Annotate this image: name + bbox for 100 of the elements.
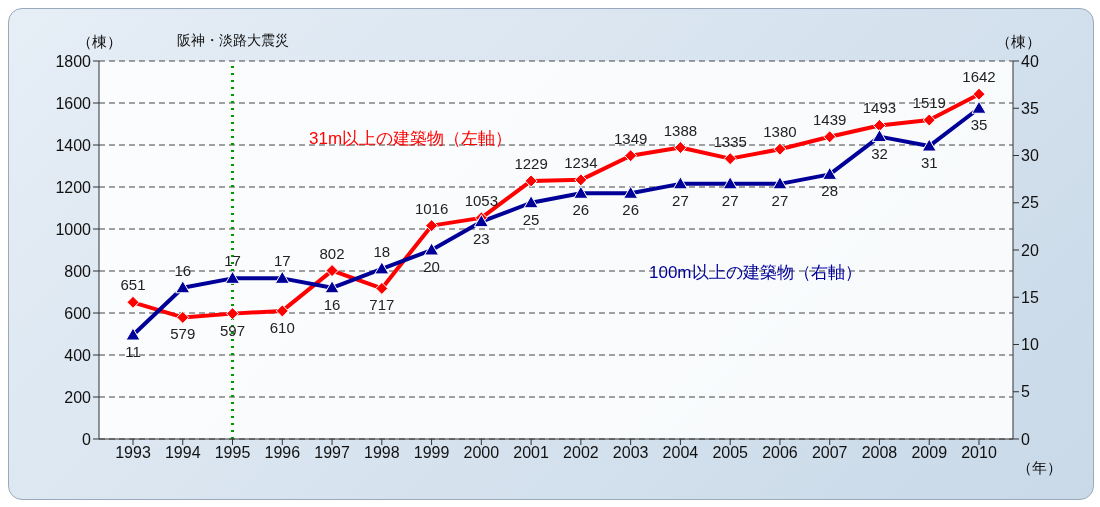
y2-tick-label: 40 — [1021, 52, 1039, 70]
data-label: 25 — [522, 210, 540, 228]
point — [176, 310, 190, 324]
x-tick-label: 2000 — [463, 444, 500, 462]
y2-tick-label: 0 — [1021, 430, 1030, 448]
data-label: 1053 — [464, 191, 499, 209]
y-tick-label: 1600 — [55, 94, 92, 112]
x-tick-label: 1996 — [264, 444, 301, 462]
data-label: 1349 — [613, 129, 648, 147]
y2-axis-title: （棟） — [995, 33, 1041, 50]
point — [822, 166, 838, 180]
text: 100m以上の建築物（右軸） — [649, 262, 862, 284]
point — [871, 129, 887, 143]
y-axis-title: （棟） — [76, 33, 122, 50]
data-label: 17 — [224, 252, 241, 270]
point — [971, 100, 987, 114]
point — [375, 281, 389, 295]
x-axis-title: （年） — [1017, 459, 1062, 477]
data-label: 27 — [721, 191, 739, 209]
x-tick-label: 1993 — [115, 444, 151, 462]
x-tick-label: 2008 — [861, 444, 898, 462]
point — [624, 149, 638, 163]
point — [772, 176, 788, 190]
y2-tick-label: 25 — [1021, 194, 1039, 212]
data-label: 26 — [622, 201, 639, 219]
point — [722, 176, 738, 190]
data-label: 28 — [821, 182, 839, 200]
data-label: 1335 — [713, 132, 747, 150]
data-label: 1493 — [862, 99, 897, 117]
point — [125, 327, 141, 341]
point — [972, 87, 986, 101]
data-label: 35 — [970, 116, 988, 134]
data-label: 651 — [120, 276, 146, 294]
x-tick-label: 2005 — [712, 444, 749, 462]
point — [325, 264, 339, 278]
data-label: 20 — [423, 258, 440, 275]
y2-tick-label: 10 — [1021, 336, 1039, 354]
point — [126, 295, 140, 309]
x-tick-label: 2001 — [513, 444, 550, 462]
data-label: 1380 — [763, 123, 797, 141]
data-label: 31 — [920, 154, 938, 172]
data-label: 16 — [174, 261, 192, 279]
data-label: 1016 — [414, 199, 449, 217]
data-label: 16 — [323, 295, 341, 313]
point — [275, 304, 289, 318]
data-label: 802 — [319, 244, 345, 262]
data-label: 32 — [871, 144, 888, 162]
x-tick-label: 1998 — [364, 444, 400, 462]
y-tick-label: 1400 — [55, 136, 92, 154]
data-label: 1388 — [663, 121, 698, 139]
y-tick-label: 400 — [64, 346, 92, 364]
x-tick-label: 2004 — [662, 444, 699, 462]
y-tick-label: 800 — [64, 262, 92, 280]
data-label: 579 — [170, 325, 196, 343]
x-tick-label: 2010 — [961, 444, 997, 462]
point — [324, 280, 340, 294]
ref-line-label: 阪神・淡路大震災 — [176, 32, 289, 48]
x-tick-label: 1999 — [413, 444, 450, 462]
data-label: 1642 — [962, 68, 996, 86]
x-tick-label: 2003 — [612, 444, 649, 462]
point — [673, 141, 687, 155]
y-tick-label: 1000 — [55, 220, 92, 238]
data-label: 610 — [269, 318, 295, 336]
point — [723, 152, 737, 166]
data-label: 26 — [572, 201, 590, 219]
x-tick-label: 2002 — [563, 444, 599, 462]
y-tick-label: 1800 — [55, 52, 92, 70]
data-label: 17 — [273, 252, 291, 270]
x-tick-label: 2007 — [811, 444, 848, 462]
point — [623, 185, 639, 199]
data-label: 27 — [771, 191, 789, 209]
point — [524, 174, 538, 188]
point — [424, 242, 440, 256]
x-tick-label: 2009 — [911, 444, 948, 462]
y2-tick-label: 15 — [1021, 288, 1039, 306]
y2-tick-label: 5 — [1021, 383, 1030, 401]
y2-tick-label: 20 — [1021, 241, 1039, 259]
point — [574, 173, 588, 187]
point — [374, 261, 390, 275]
data-label: 1519 — [912, 94, 946, 112]
data-label: 717 — [369, 296, 395, 314]
point — [672, 176, 688, 190]
x-tick-label: 1995 — [214, 444, 251, 462]
y-tick-label: 200 — [64, 388, 92, 406]
point — [573, 185, 589, 199]
y-tick-label: 600 — [64, 304, 92, 322]
x-tick-label: 1997 — [314, 444, 350, 462]
y-tick-label: 0 — [82, 430, 92, 448]
data-label: 1229 — [514, 154, 548, 172]
point — [274, 270, 290, 284]
point — [175, 280, 191, 294]
x-tick-label: 2006 — [762, 444, 798, 462]
point — [226, 307, 240, 321]
data-label: 18 — [373, 242, 391, 260]
y2-tick-label: 30 — [1021, 147, 1039, 165]
point — [921, 138, 937, 152]
data-label: 11 — [125, 343, 141, 361]
point — [523, 195, 539, 209]
point — [922, 113, 936, 127]
series-label: 31m以上の建築物（左軸） — [309, 128, 513, 150]
